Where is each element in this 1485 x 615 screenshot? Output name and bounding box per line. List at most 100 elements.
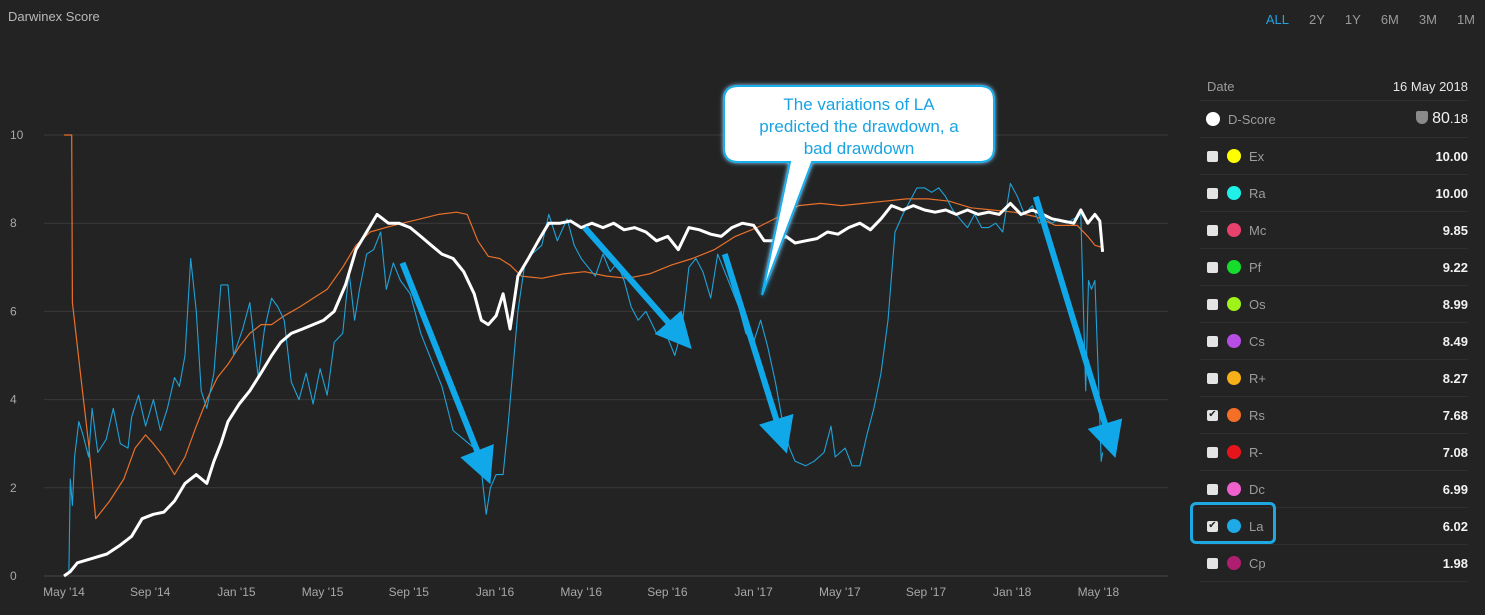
series-line-la <box>63 182 1104 577</box>
range-all-button[interactable]: ALL <box>1265 12 1289 27</box>
y-tick-label: 10 <box>10 128 24 142</box>
x-tick-label: Sep '15 <box>389 585 430 599</box>
x-tick-label: May '17 <box>819 585 861 599</box>
x-tick-label: Sep '17 <box>906 585 947 599</box>
metric-value: 7.08 <box>1442 444 1468 460</box>
metric-row-mc: Mc 9.85 <box>1200 212 1468 249</box>
metric-value: 6.02 <box>1442 518 1468 534</box>
chart-title: Darwinex Score <box>8 9 100 24</box>
metric-checkbox[interactable] <box>1207 557 1218 569</box>
metric-row-cp: Cp 1.98 <box>1200 545 1468 582</box>
metric-label: Pf <box>1249 259 1262 275</box>
metric-color-dot <box>1227 445 1241 459</box>
metric-label: Mc <box>1249 222 1267 238</box>
x-tick-label: Jan '16 <box>476 585 515 599</box>
metric-label: La <box>1249 518 1264 534</box>
metric-value: 10.00 <box>1435 185 1468 201</box>
metric-value: 9.22 <box>1442 259 1468 275</box>
annotation-arrow <box>1032 195 1123 459</box>
annotation-arrow <box>399 261 494 485</box>
metric-row-rplus: R+ 8.27 <box>1200 360 1468 397</box>
metric-checkbox[interactable]: ✔ <box>1207 409 1218 421</box>
metric-color-dot <box>1227 260 1241 274</box>
range-2y-button[interactable]: 2Y <box>1309 12 1325 27</box>
metric-label: Rs <box>1249 407 1265 423</box>
shield-icon <box>1416 111 1429 124</box>
dscore-dot <box>1206 112 1220 126</box>
range-1y-button[interactable]: 1Y <box>1344 12 1361 27</box>
x-tick-label: May '15 <box>302 585 344 599</box>
metric-color-dot <box>1227 371 1241 385</box>
metric-row-cs: Cs 8.49 <box>1200 323 1468 360</box>
callout-text-line: predicted the drawdown, a <box>759 117 959 136</box>
date-label: Date <box>1207 78 1235 94</box>
metric-color-dot <box>1227 297 1241 311</box>
metric-checkbox[interactable] <box>1207 298 1218 310</box>
series-line-dscore <box>63 201 1105 578</box>
metric-checkbox[interactable] <box>1207 483 1218 495</box>
metric-label: Cs <box>1249 333 1265 349</box>
metric-label: Ra <box>1249 185 1266 201</box>
x-tick-label: Jan '15 <box>217 585 256 599</box>
metric-row-pf: Pf 9.22 <box>1200 249 1468 286</box>
metric-label: R+ <box>1249 370 1266 386</box>
metric-row-la: ✔ La 6.02 <box>1200 508 1468 545</box>
date-row: Date 16 May 2018 <box>1200 72 1468 101</box>
metric-value: 7.68 <box>1442 407 1468 423</box>
score-chart: 0 2 4 6 8 10 May '14 Sep '14 Jan '15 May '15 Sep '… <box>10 85 1168 599</box>
metric-value: 8.99 <box>1442 296 1468 312</box>
metric-value: 10.00 <box>1435 148 1468 164</box>
annotation-arrow <box>721 253 794 454</box>
metric-row-os: Os 8.99 <box>1200 286 1468 323</box>
callout-text-line: bad drawdown <box>804 139 915 158</box>
y-tick-label: 6 <box>10 304 17 318</box>
metric-label: Os <box>1249 296 1266 312</box>
metric-value: 9.85 <box>1442 222 1468 238</box>
metric-value: 8.27 <box>1442 370 1468 386</box>
metric-label: R- <box>1249 444 1263 460</box>
range-1m-button[interactable]: 1M <box>1456 12 1475 27</box>
x-tick-label: Sep '16 <box>647 585 688 599</box>
la-highlight-box <box>1190 502 1276 544</box>
metric-row-ex: Ex 10.00 <box>1200 138 1468 175</box>
metric-checkbox[interactable] <box>1207 261 1218 273</box>
metric-row-rs: ✔ Rs 7.68 <box>1200 397 1468 434</box>
metric-checkbox[interactable] <box>1207 187 1218 199</box>
metric-checkbox[interactable] <box>1207 446 1218 458</box>
metric-color-dot <box>1227 334 1241 348</box>
callout-bubble <box>723 85 995 296</box>
metric-color-dot <box>1227 408 1241 422</box>
metric-value: 6.99 <box>1442 481 1468 497</box>
metric-row-dc: Dc 6.99 <box>1200 471 1468 508</box>
metric-label: Dc <box>1249 481 1265 497</box>
metrics-panel: Date 16 May 2018 D-Score 80.18 Ex 10.00 Ra… <box>1200 72 1468 582</box>
x-tick-label: May '16 <box>560 585 602 599</box>
x-tick-label: May '18 <box>1078 585 1120 599</box>
series-line-rs <box>64 134 1103 520</box>
metric-label: Ex <box>1249 148 1265 164</box>
dscore-label: D-Score <box>1228 111 1276 127</box>
metric-color-dot <box>1227 149 1241 163</box>
x-tick-label: Sep '14 <box>130 585 171 599</box>
x-tick-label: Jan '17 <box>734 585 773 599</box>
x-tick-label: Jan '18 <box>993 585 1032 599</box>
annotation-arrow <box>582 225 692 350</box>
dscore-value: 80.18 <box>1416 110 1468 128</box>
metric-color-dot <box>1227 519 1241 533</box>
metric-checkbox[interactable] <box>1207 335 1218 347</box>
range-3m-button[interactable]: 3M <box>1418 12 1437 27</box>
metric-color-dot <box>1227 223 1241 237</box>
metric-checkbox[interactable] <box>1207 372 1218 384</box>
y-tick-label: 8 <box>10 216 17 230</box>
metric-checkbox[interactable] <box>1207 224 1218 236</box>
callout-text-line: The variations of LA <box>783 95 935 114</box>
metric-label: Cp <box>1249 555 1266 571</box>
range-6m-button[interactable]: 6M <box>1380 12 1399 27</box>
metric-row-ra: Ra 10.00 <box>1200 175 1468 212</box>
metric-checkbox[interactable]: ✔ <box>1207 520 1218 532</box>
metric-color-dot <box>1227 186 1241 200</box>
range-selector: ALL 2Y 1Y 6M 3M 1M <box>1256 12 1485 27</box>
metric-checkbox[interactable] <box>1207 150 1218 162</box>
metric-value: 1.98 <box>1442 555 1468 571</box>
dscore-row: D-Score 80.18 <box>1200 101 1468 138</box>
